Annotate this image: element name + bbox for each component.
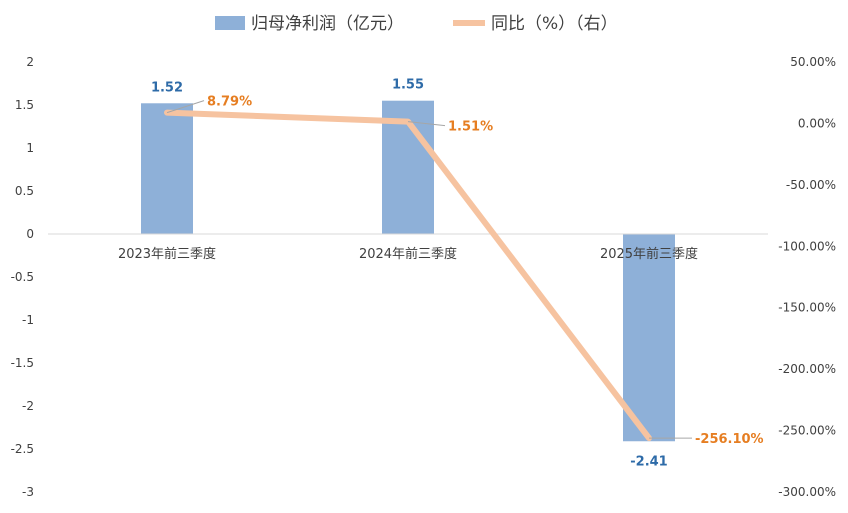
left-axis-tick-label: -1 bbox=[22, 313, 34, 327]
bar-data-label: -2.41 bbox=[630, 454, 667, 469]
left-axis-tick-label: -0.5 bbox=[11, 270, 34, 284]
left-axis-tick-label: 0.5 bbox=[15, 184, 34, 198]
left-axis-tick-label: -2 bbox=[22, 399, 34, 413]
right-axis-tick-label: 0.00% bbox=[798, 116, 836, 130]
right-axis-tick-label: -250.00% bbox=[778, 424, 836, 438]
category-label: 2023年前三季度 bbox=[118, 246, 216, 262]
left-axis-tick-label: -1.5 bbox=[11, 356, 34, 370]
legend-swatch-bar bbox=[215, 16, 245, 30]
right-axis: 50.00% 0.00% -50.00% -100.00% -150.00% -200.0… bbox=[778, 55, 836, 499]
right-axis-tick-label: -50.00% bbox=[786, 178, 836, 192]
left-axis-tick-label: 0 bbox=[26, 227, 34, 241]
line-data-label: 1.51% bbox=[448, 120, 493, 135]
left-axis-tick-label: 1 bbox=[26, 141, 34, 155]
left-axis-tick-label: -3 bbox=[22, 485, 34, 499]
left-axis: 2 1.5 1 0.5 0 -0.5 -1 -1.5 -2 -2.5 -3 bbox=[11, 55, 34, 499]
right-axis-tick-label: -300.00% bbox=[778, 485, 836, 499]
legend: 归母净利润（亿元） 同比（%）（右） bbox=[215, 14, 618, 34]
line-label-leader bbox=[407, 121, 446, 127]
line-label-leader bbox=[166, 100, 205, 114]
data-labels: 1.52 1.55 -2.41 8.79% 1.51% -256.10% bbox=[151, 78, 764, 470]
left-axis-tick-label: 1.5 bbox=[15, 98, 34, 112]
bar bbox=[141, 103, 193, 234]
right-axis-tick-label: -200.00% bbox=[778, 362, 836, 376]
bar-series bbox=[141, 100, 675, 442]
category-label: 2024年前三季度 bbox=[359, 246, 457, 262]
line-data-label: 8.79% bbox=[207, 95, 252, 110]
category-labels: 2023年前三季度 2024年前三季度 2025年前三季度 bbox=[118, 246, 698, 262]
bar-data-label: 1.52 bbox=[151, 80, 183, 95]
bar bbox=[623, 234, 675, 442]
right-axis-tick-label: -150.00% bbox=[778, 301, 836, 315]
legend-label-bar: 归母净利润（亿元） bbox=[251, 14, 404, 34]
line-data-label: -256.10% bbox=[695, 432, 764, 447]
left-axis-tick-label: 2 bbox=[26, 55, 34, 69]
right-axis-tick-label: 50.00% bbox=[790, 55, 836, 69]
category-label: 2025年前三季度 bbox=[600, 246, 698, 262]
legend-label-line: 同比（%）（右） bbox=[491, 14, 618, 34]
left-axis-tick-label: -2.5 bbox=[11, 442, 34, 456]
right-axis-tick-label: -100.00% bbox=[778, 239, 836, 253]
bar-data-label: 1.55 bbox=[392, 78, 424, 93]
